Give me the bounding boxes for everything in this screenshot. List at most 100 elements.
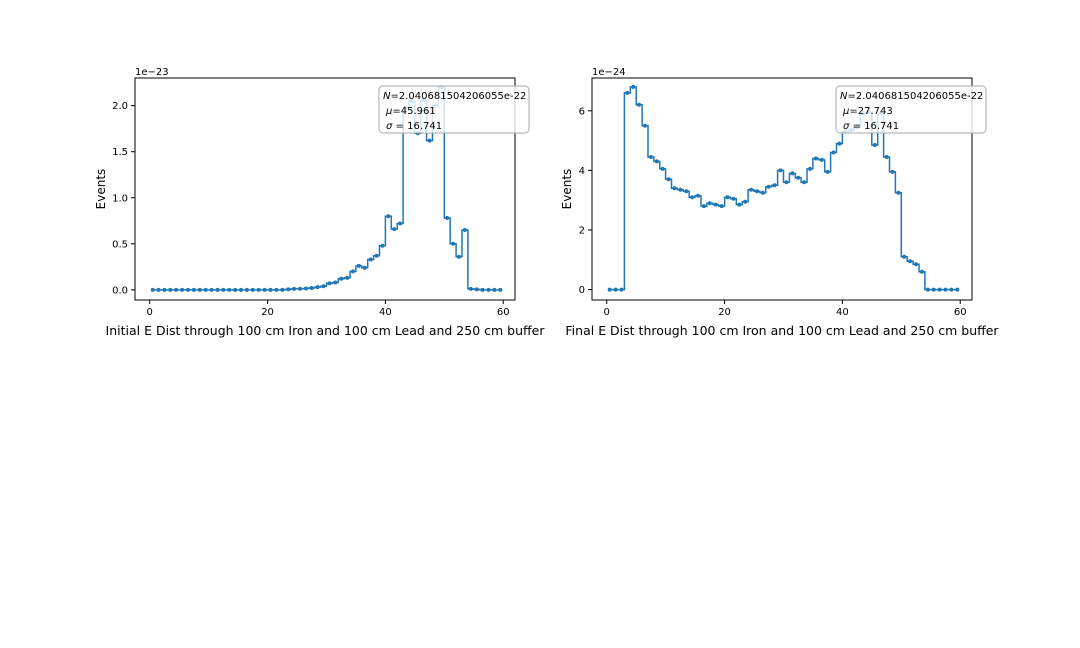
data-point <box>701 204 706 209</box>
data-point <box>890 169 895 174</box>
data-point <box>356 263 361 268</box>
x-axis-ticks: 0 20 40 60 <box>604 300 967 318</box>
data-point <box>468 286 473 291</box>
data-point <box>250 287 255 292</box>
data-point <box>914 262 918 267</box>
data-point <box>825 169 830 174</box>
data-point <box>766 184 771 189</box>
x-tick-label: 20 <box>718 307 731 318</box>
data-point <box>819 157 824 162</box>
data-point <box>492 287 497 292</box>
data-point <box>427 138 432 143</box>
data-point <box>156 287 161 292</box>
y-axis-ticks: 0 2 4 6 <box>579 106 592 296</box>
x-tick-label: 60 <box>497 307 510 318</box>
chart-final-e-dist: 0 20 40 60 0 2 4 6 1e−24 Events Final E Dist t… <box>560 67 999 338</box>
data-point <box>233 287 238 292</box>
stats-legend-box <box>378 85 530 134</box>
data-point <box>760 190 765 195</box>
data-point <box>737 202 742 207</box>
plot-frame <box>591 77 973 301</box>
data-point <box>315 285 320 290</box>
data-point <box>268 287 273 292</box>
data-point <box>244 287 249 292</box>
y-tick-label: 4 <box>579 166 585 177</box>
data-point <box>808 166 812 171</box>
y-tick-label: 0 <box>579 285 585 296</box>
data-point <box>262 287 267 292</box>
data-point <box>813 156 818 161</box>
x-tick-label: 60 <box>954 307 967 318</box>
data-point <box>931 287 936 292</box>
data-point <box>480 287 485 292</box>
x-tick-label: 40 <box>379 307 392 318</box>
data-point <box>790 171 795 176</box>
data-point <box>796 175 801 180</box>
chart-title: Initial E Dist through 100 cm Iron and 1… <box>106 323 546 338</box>
data-point <box>749 187 754 192</box>
data-point <box>643 123 647 128</box>
data-point <box>286 287 291 292</box>
stats-n: N=2.040681504206055e-22 <box>383 91 526 102</box>
y-tick-label: 2.0 <box>112 101 128 112</box>
data-point <box>280 287 285 292</box>
stats-sigma: σ = 16.741 <box>843 121 899 132</box>
data-point <box>625 90 630 95</box>
data-point <box>498 287 503 292</box>
data-point <box>684 189 689 194</box>
data-point <box>919 269 924 274</box>
data-point <box>374 253 379 258</box>
x-tick-label: 0 <box>604 307 610 318</box>
data-point <box>619 287 624 292</box>
data-point <box>696 193 700 198</box>
data-point <box>150 287 155 292</box>
y-tick-label: 0.0 <box>112 285 128 296</box>
data-point <box>607 287 612 292</box>
y-axis-label: Events <box>94 169 108 210</box>
data-point <box>707 201 712 206</box>
data-point <box>719 204 724 209</box>
y-axis-ticks: 0.0 0.5 1.0 1.5 2.0 <box>112 101 135 296</box>
data-point <box>837 141 842 146</box>
data-point <box>648 155 653 159</box>
data-point <box>174 287 179 292</box>
data-point <box>613 287 618 292</box>
x-axis-ticks: 0 20 40 60 <box>147 300 510 318</box>
data-point <box>731 196 736 201</box>
data-point <box>755 189 759 194</box>
data-point <box>637 102 642 107</box>
x-tick-label: 0 <box>147 307 153 318</box>
chart-title: Final E Dist through 100 cm Iron and 100… <box>565 323 999 338</box>
data-point <box>162 287 167 292</box>
data-point <box>457 254 461 259</box>
data-point <box>362 265 367 270</box>
data-point <box>333 280 338 285</box>
data-point <box>831 150 836 155</box>
data-point <box>872 143 877 147</box>
data-point <box>292 286 297 291</box>
data-point <box>713 202 718 207</box>
y-axis-label: Events <box>560 169 574 210</box>
data-point <box>351 269 355 274</box>
data-point <box>191 287 196 292</box>
x-tick-label: 40 <box>836 307 849 318</box>
data-point <box>462 228 467 232</box>
data-point <box>227 287 232 292</box>
data-point <box>451 241 456 246</box>
y-tick-label: 0.5 <box>112 239 128 250</box>
data-point <box>654 159 659 164</box>
data-point <box>339 276 344 281</box>
data-point <box>345 275 350 280</box>
data-point <box>772 183 777 188</box>
data-point <box>943 287 948 292</box>
data-point <box>274 287 279 292</box>
data-point <box>209 287 214 292</box>
data-point <box>778 168 783 173</box>
data-point <box>802 180 807 185</box>
data-point <box>666 177 671 182</box>
data-point <box>221 287 226 292</box>
stats-sigma: σ = 16.741 <box>386 121 442 132</box>
data-point <box>908 259 913 264</box>
chart-marks <box>150 85 503 292</box>
